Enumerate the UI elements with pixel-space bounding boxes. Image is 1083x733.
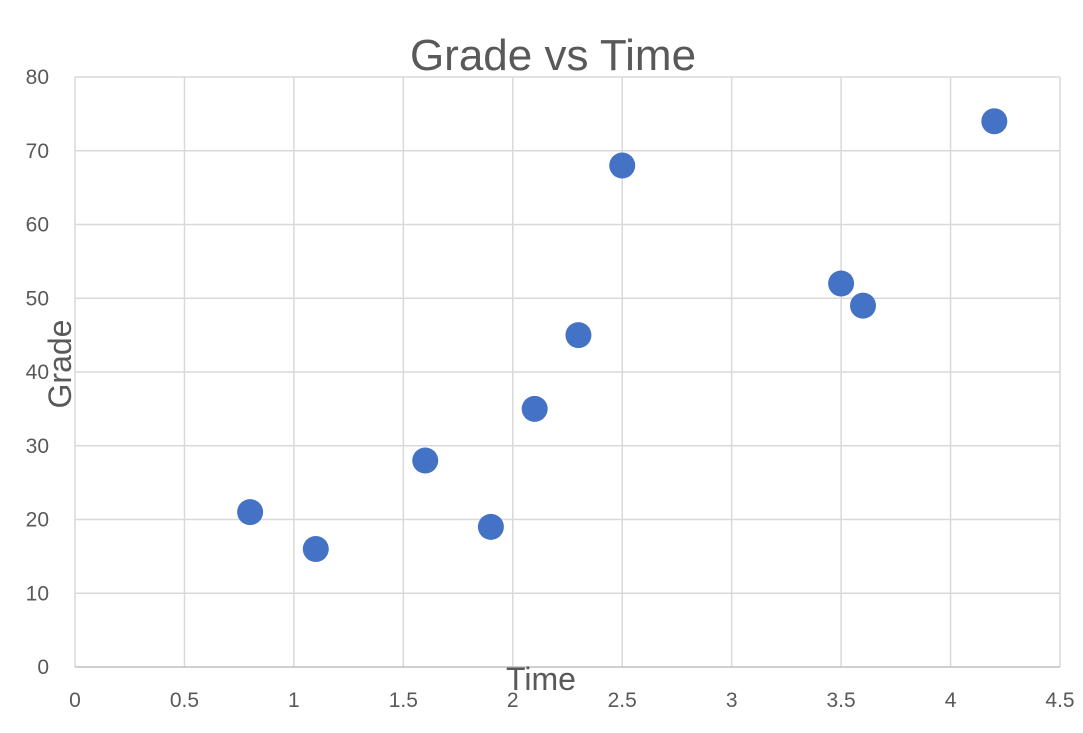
y-tick-label: 30 [26, 435, 49, 458]
y-tick-label: 70 [26, 140, 49, 163]
data-point [828, 270, 855, 297]
x-tick-label: 2.5 [608, 689, 637, 712]
x-tick-label: 4.5 [1045, 689, 1074, 712]
data-point [477, 513, 504, 540]
data-point [302, 536, 329, 562]
x-tick-label: 3.5 [827, 689, 856, 712]
x-tick-label: 2 [507, 689, 519, 712]
y-tick-label: 20 [26, 509, 49, 532]
grid-lines [74, 76, 1061, 667]
y-tick-label: 0 [37, 656, 49, 679]
y-tick-label: 40 [26, 361, 49, 384]
x-axis-title: Time [506, 661, 576, 697]
y-axis-title: Grade [42, 320, 78, 409]
data-point [609, 152, 636, 179]
chart-title: Grade vs Time [410, 31, 696, 80]
tick-labels: 0 10 20 30 40 50 60 70 80 0 0.5 1 1.5 2 2.5 3 3.5 4 4.5 [26, 66, 1075, 712]
data-point [237, 499, 264, 526]
data-point [412, 447, 439, 474]
x-tick-label: 0 [69, 689, 81, 712]
y-tick-label: 10 [26, 582, 49, 605]
y-tick-label: 80 [26, 66, 49, 89]
data-point [850, 292, 876, 319]
x-tick-label: 0.5 [170, 689, 199, 712]
x-tick-label: 3 [726, 689, 738, 712]
x-tick-label: 1.5 [389, 689, 418, 712]
data-point [981, 108, 1008, 135]
data-point [521, 395, 548, 422]
data-point [565, 322, 592, 349]
y-tick-label: 60 [26, 214, 49, 237]
x-tick-label: 4 [945, 689, 957, 712]
data-points [237, 108, 1008, 562]
y-tick-label: 50 [26, 287, 49, 310]
x-tick-label: 1 [288, 689, 300, 712]
